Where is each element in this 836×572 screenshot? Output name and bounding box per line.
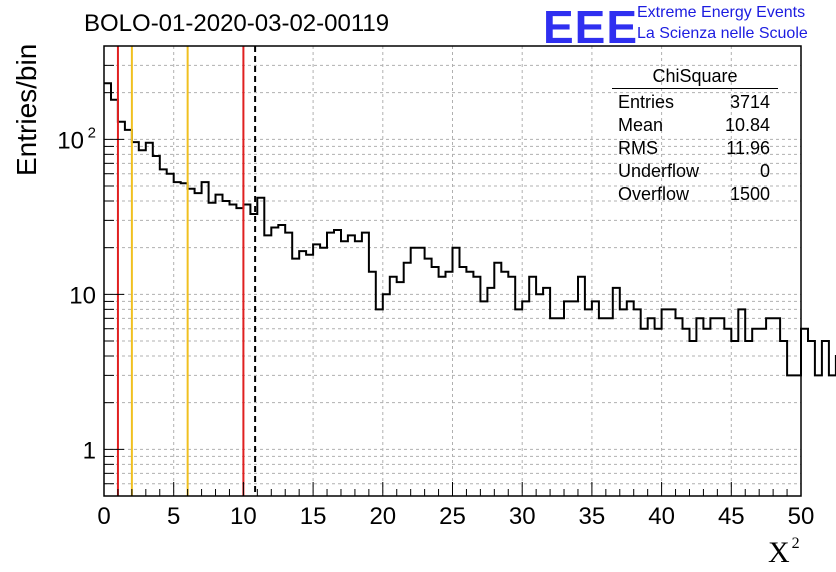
histogram-series	[104, 82, 836, 377]
x-axis-label-text: X	[768, 536, 790, 569]
x-tick-label: 20	[369, 503, 396, 530]
x-tick-label: 30	[509, 503, 536, 530]
stats-label: Underflow	[618, 161, 700, 181]
stats-row-rms: RMS 11.96	[612, 137, 778, 160]
x-axis-label-sup: 2	[791, 535, 800, 552]
stats-label: Mean	[618, 115, 664, 135]
x-tick-label: 10	[230, 503, 257, 530]
logo-line-2: La Scienza nelle Scuole	[637, 25, 808, 42]
stats-value: 1500	[729, 184, 770, 204]
x-tick-label: 0	[97, 503, 110, 530]
y-tick-label-exponent: 2	[88, 124, 96, 141]
y-tick-label: 10	[57, 127, 84, 154]
y-axis-label: Entries/bin	[11, 43, 42, 176]
stats-row-underflow: Underflow 0	[612, 160, 778, 183]
y-tick-label: 1	[83, 437, 96, 464]
stats-row-entries: Entries 3714	[612, 91, 778, 114]
stats-label: Overflow	[618, 184, 690, 204]
y-tick-label: 10	[69, 282, 96, 309]
stats-box: ChiSquare Entries 3714 Mean 10.84 RMS 11.96…	[612, 66, 778, 206]
x-tick-label: 40	[648, 503, 675, 530]
stats-box-title: ChiSquare	[612, 66, 778, 89]
stats-value: 11.96	[726, 138, 770, 158]
stats-row-mean: Mean 10.84	[612, 114, 778, 137]
stats-value: 0	[759, 161, 770, 181]
x-tick-label: 50	[788, 503, 815, 530]
stats-value: 3714	[729, 92, 770, 112]
x-tick-label: 45	[718, 503, 745, 530]
logo-line-1: Extreme Energy Events	[637, 4, 806, 21]
stats-label: RMS	[618, 138, 658, 158]
stats-value: 10.84	[724, 115, 770, 135]
x-tick-label: 25	[439, 503, 466, 530]
x-tick-label: 35	[579, 503, 606, 530]
eee-logo: EEE	[543, 1, 639, 53]
stats-row-overflow: Overflow 1500	[612, 183, 778, 206]
x-tick-label: 15	[300, 503, 327, 530]
stats-label: Entries	[618, 92, 675, 112]
x-tick-label: 5	[167, 503, 180, 530]
page-title: BOLO-01-2020-03-02-00119	[84, 10, 390, 37]
